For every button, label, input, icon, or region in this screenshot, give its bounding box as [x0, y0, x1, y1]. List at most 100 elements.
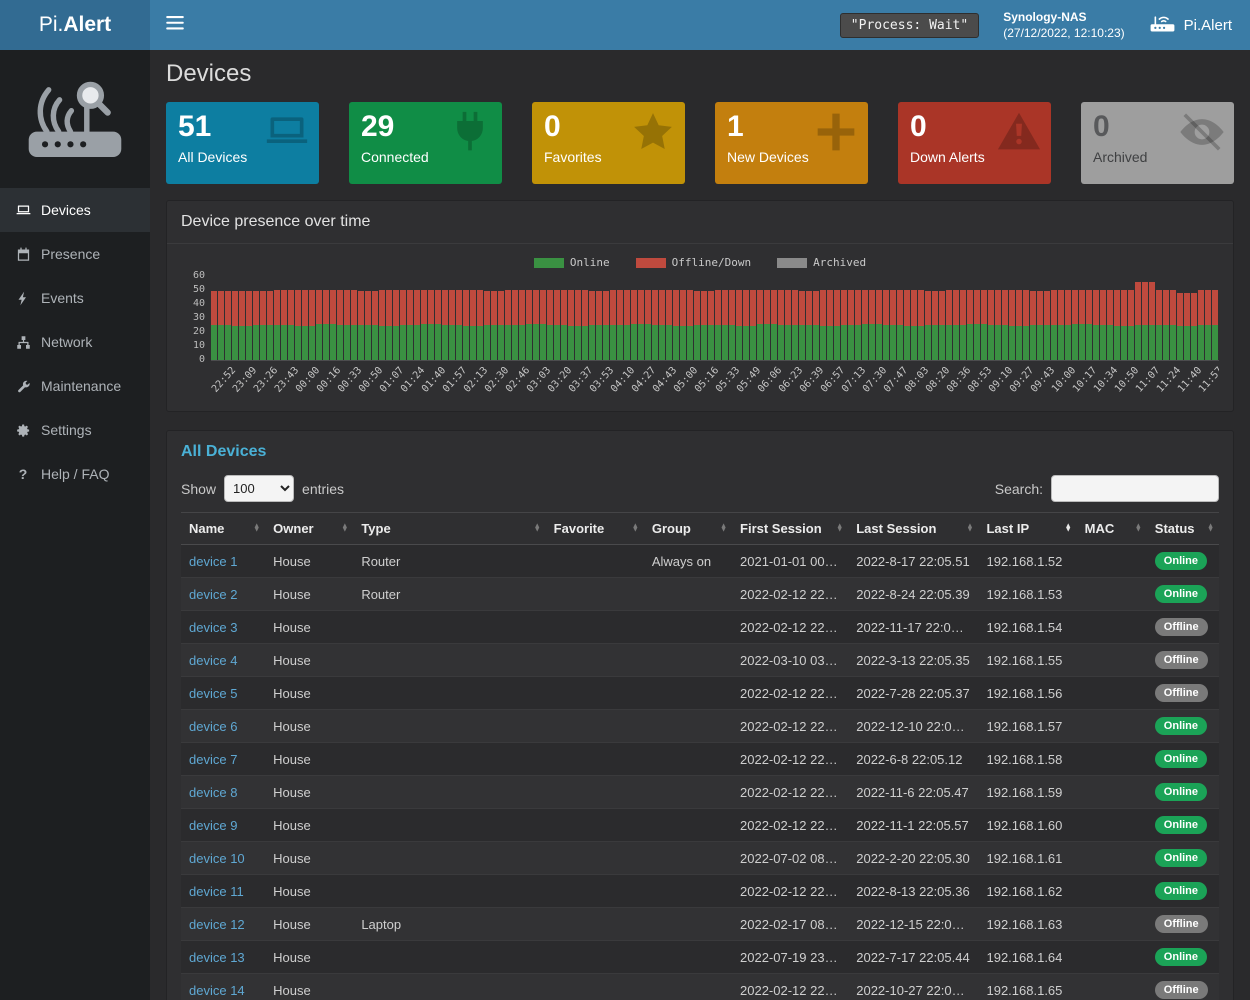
chart-bar [463, 290, 469, 360]
chart-bar [540, 290, 546, 360]
column-header-favorite[interactable]: Favorite ▲ ▼ [545, 512, 644, 545]
chart-bar [841, 290, 847, 360]
status-badge: Online [1154, 783, 1208, 801]
chart-bar [631, 290, 637, 360]
device-cell-group [643, 709, 733, 743]
device-cell-last_session: 2022-2-20 22:05.30 [848, 841, 979, 875]
column-header-last-ip[interactable]: Last IP ▲ ▼ [978, 512, 1077, 545]
chart-bar [869, 290, 875, 360]
entries-select[interactable]: 100 [224, 475, 295, 502]
device-cell-first_session: 2022-07-02 08:15 [732, 841, 849, 875]
sidebar-item-settings[interactable]: Settings [0, 408, 150, 452]
header-row: Name ▲ ▼ Owner ▲ ▼ Type ▲ ▼ Favorite ▲ ▼ Group ▲ ▼ Firs… [181, 512, 1219, 545]
chart-bar [505, 290, 511, 360]
summary-card-connected[interactable]: 29 Connected [349, 102, 502, 184]
chart-plot-column: 22:52 23:09 23:26 23:43 00:00 00:16 00:33 00:50… [211, 277, 1219, 407]
summary-card-favorites[interactable]: 0 Favorites [532, 102, 685, 184]
sidebar-toggle-button[interactable] [150, 0, 200, 50]
sort-icon: ▲ ▼ [720, 522, 728, 534]
chart-y-axis: 0 10 20 30 40 50 60 [181, 270, 211, 365]
sidebar-item-help-faq[interactable]: ? Help / FAQ [0, 452, 150, 496]
chart-bar [743, 290, 749, 360]
device-cell-owner: House [265, 808, 354, 842]
card-value: 1 [727, 110, 744, 143]
chart-bar [1177, 292, 1183, 360]
chart-bar [799, 291, 805, 360]
device-cell-owner: House [265, 973, 354, 1000]
sidebar-item-devices[interactable]: Devices [0, 188, 150, 232]
device-row: device 10 House 2022-07-02 08:15 2022-2-20 … [181, 841, 1219, 875]
chart-bar [813, 291, 819, 360]
pialert-link[interactable]: Pi.Alert [1149, 13, 1232, 38]
column-header-name[interactable]: Name ▲ ▼ [181, 512, 266, 545]
device-link[interactable]: device 12 [189, 916, 245, 932]
device-cell-group: Always on [643, 544, 733, 578]
chart-bar [883, 290, 889, 360]
device-cell-last_ip: 192.168.1.53 [978, 577, 1077, 611]
column-header-group[interactable]: Group ▲ ▼ [643, 512, 733, 545]
chart-bar [652, 290, 658, 360]
column-header-status[interactable]: Status ▲ ▼ [1146, 512, 1219, 545]
chart-bar [1135, 281, 1141, 360]
column-header-mac[interactable]: MAC ▲ ▼ [1076, 512, 1147, 545]
device-link[interactable]: device 14 [189, 982, 245, 998]
column-header-last-session[interactable]: Last Session ▲ ▼ [848, 512, 979, 545]
chart-bar [456, 290, 462, 360]
x-axis-label: 05:00 [671, 365, 701, 395]
chart-bar [981, 290, 987, 360]
sidebar-item-maintenance[interactable]: Maintenance [0, 364, 150, 408]
device-link[interactable]: device 2 [189, 586, 238, 602]
chart-bar [260, 291, 266, 360]
device-cell-mac [1076, 841, 1147, 875]
device-link[interactable]: device 6 [189, 718, 238, 734]
device-cell-last_ip: 192.168.1.54 [978, 610, 1077, 644]
summary-card-new-devices[interactable]: 1 New Devices [715, 102, 868, 184]
chart-bar [533, 290, 539, 360]
device-link[interactable]: device 9 [189, 817, 238, 833]
x-axis-label: 11:24 [1154, 365, 1184, 395]
device-link[interactable]: device 13 [189, 949, 245, 965]
bolt-icon [15, 290, 31, 306]
device-cell-type: Router [353, 544, 546, 578]
chart-bar [1023, 290, 1029, 360]
sidebar-item-label: Help / FAQ [41, 466, 110, 482]
device-cell-type [353, 973, 546, 1000]
summary-card-down-alerts[interactable]: 0 Down Alerts [898, 102, 1051, 184]
sidebar-item-network[interactable]: Network [0, 320, 150, 364]
column-header-owner[interactable]: Owner ▲ ▼ [265, 512, 354, 545]
device-row: device 5 House 2022-02-12 22:05 2022-7-28 2… [181, 676, 1219, 710]
chart-bar [568, 290, 574, 360]
device-cell-last_session: 2022-7-28 22:05.37 [848, 676, 979, 710]
device-cell-type: Laptop [353, 907, 546, 941]
column-header-type[interactable]: Type ▲ ▼ [353, 512, 546, 545]
column-header-first-session[interactable]: First Session ▲ ▼ [732, 512, 849, 545]
device-link[interactable]: device 5 [189, 685, 238, 701]
entries-control: Show 100 entries [181, 475, 344, 502]
device-link[interactable]: device 11 [189, 883, 244, 899]
device-link[interactable]: device 4 [189, 652, 238, 668]
chart-bar [428, 290, 434, 360]
chart-bar [666, 290, 672, 360]
device-cell-last_ip: 192.168.1.65 [978, 973, 1077, 1000]
summary-card-all-devices[interactable]: 51 All Devices [166, 102, 319, 184]
gear-icon [15, 422, 31, 438]
device-link[interactable]: device 1 [189, 553, 238, 569]
search-input[interactable] [1051, 475, 1219, 502]
brand-logo[interactable]: Pi. Alert [0, 0, 150, 50]
device-cell-owner: House [265, 676, 354, 710]
x-axis-label: 10:17 [1070, 365, 1100, 395]
device-cell-last_ip: 192.168.1.57 [978, 709, 1077, 743]
device-cell-group [643, 577, 733, 611]
summary-card-archived[interactable]: 0 Archived [1081, 102, 1234, 184]
device-link[interactable]: device 8 [189, 784, 238, 800]
sidebar-item-label: Settings [41, 422, 92, 438]
device-link[interactable]: device 10 [189, 850, 245, 866]
chart-bar [946, 290, 952, 360]
sidebar-item-events[interactable]: Events [0, 276, 150, 320]
device-link[interactable]: device 7 [189, 751, 238, 767]
sidebar-item-presence[interactable]: Presence [0, 232, 150, 276]
device-link[interactable]: device 3 [189, 619, 238, 635]
device-cell-group [643, 940, 733, 974]
chart-bar [757, 290, 763, 360]
device-cell-owner: House [265, 841, 354, 875]
